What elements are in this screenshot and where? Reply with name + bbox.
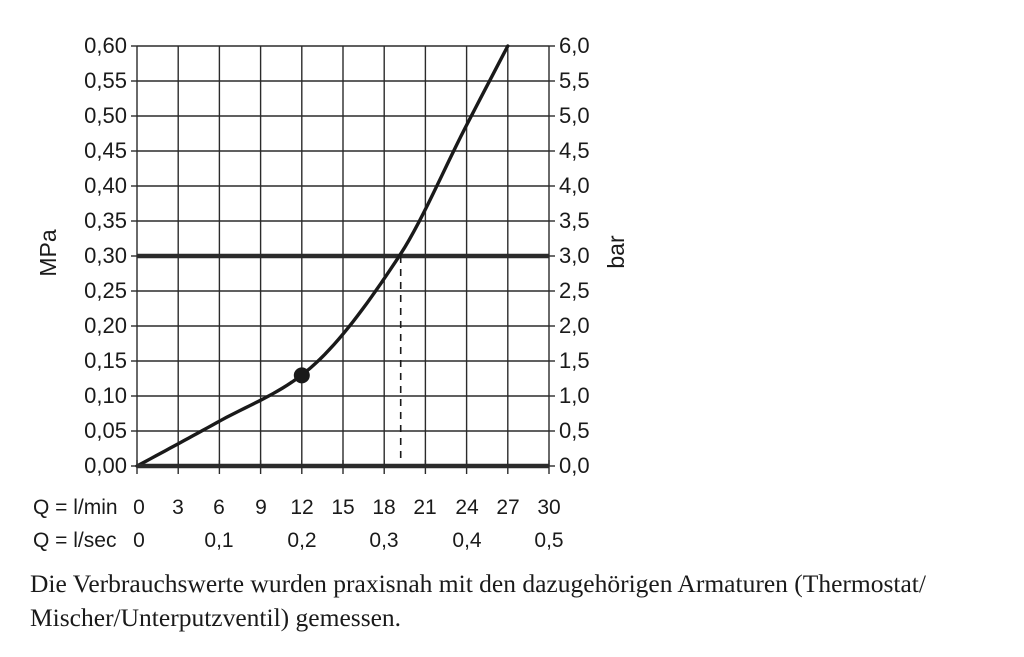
svg-text:0,25: 0,25 [84, 278, 127, 303]
svg-text:0,10: 0,10 [84, 383, 127, 408]
svg-text:2,5: 2,5 [559, 278, 590, 303]
svg-text:3: 3 [172, 496, 184, 519]
svg-text:bar: bar [603, 235, 629, 269]
svg-text:0,45: 0,45 [84, 138, 127, 163]
svg-text:5,5: 5,5 [559, 68, 590, 93]
svg-text:4,0: 4,0 [559, 173, 590, 198]
svg-text:0,50: 0,50 [84, 103, 127, 128]
svg-text:0,0: 0,0 [559, 453, 590, 478]
svg-text:30: 30 [537, 496, 560, 519]
svg-text:0,3: 0,3 [369, 529, 398, 552]
svg-text:0,60: 0,60 [84, 33, 127, 58]
svg-text:3,5: 3,5 [559, 208, 590, 233]
svg-text:6: 6 [213, 496, 225, 519]
svg-text:3,0: 3,0 [559, 243, 590, 268]
svg-text:2,0: 2,0 [559, 313, 590, 338]
svg-text:6,0: 6,0 [559, 33, 590, 58]
svg-text:Q = l/sec: Q = l/sec [33, 529, 116, 552]
svg-text:4,5: 4,5 [559, 138, 590, 163]
svg-text:0,5: 0,5 [559, 418, 590, 443]
svg-text:12: 12 [290, 496, 313, 519]
svg-text:0,00: 0,00 [84, 453, 127, 478]
svg-text:0,05: 0,05 [84, 418, 127, 443]
svg-text:1,5: 1,5 [559, 348, 590, 373]
svg-text:15: 15 [331, 496, 354, 519]
svg-text:0,40: 0,40 [84, 173, 127, 198]
svg-text:0,1: 0,1 [204, 529, 233, 552]
svg-text:5,0: 5,0 [559, 103, 590, 128]
svg-text:MPa: MPa [35, 229, 61, 277]
svg-text:0,2: 0,2 [287, 529, 316, 552]
svg-text:0,55: 0,55 [84, 68, 127, 93]
svg-text:9: 9 [255, 496, 267, 519]
svg-text:0,20: 0,20 [84, 313, 127, 338]
svg-text:27: 27 [496, 496, 519, 519]
svg-text:0,5: 0,5 [534, 529, 563, 552]
svg-text:18: 18 [372, 496, 395, 519]
svg-text:0,35: 0,35 [84, 208, 127, 233]
svg-text:Q = l/min: Q = l/min [33, 496, 118, 519]
svg-text:1,0: 1,0 [559, 383, 590, 408]
svg-text:21: 21 [413, 496, 436, 519]
svg-text:0,30: 0,30 [84, 243, 127, 268]
svg-text:0: 0 [133, 496, 145, 519]
svg-text:0,15: 0,15 [84, 348, 127, 373]
svg-text:0,4: 0,4 [452, 529, 482, 552]
svg-text:24: 24 [455, 496, 479, 519]
svg-text:0: 0 [133, 529, 145, 552]
